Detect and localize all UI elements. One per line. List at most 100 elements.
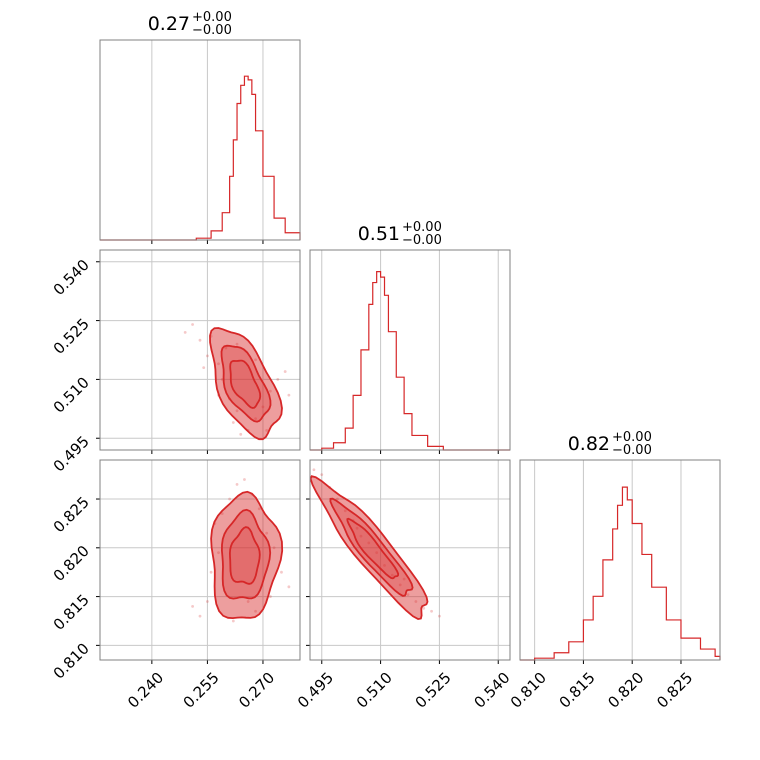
scatter-point (246, 600, 250, 603)
contour-level (229, 359, 262, 409)
scatter-point (272, 546, 276, 550)
panel-title-p1: 0.27 +0.00−0.00 (148, 10, 232, 38)
scatter-point (355, 526, 359, 530)
scatter-point (336, 497, 339, 501)
scatter-point (406, 593, 410, 597)
scatter-point (228, 497, 232, 501)
title-upper: +0.00 (192, 10, 232, 25)
scatter-point (206, 600, 209, 603)
scatter-point (183, 330, 187, 334)
y-tick-label-p2: 0.525 (50, 315, 93, 358)
scatter-point (217, 551, 220, 555)
scatter-point (235, 482, 239, 486)
histogram-p3 (520, 486, 721, 661)
scatter-point (235, 409, 239, 413)
y-tick-label-p2: 0.510 (50, 374, 93, 417)
scatter-point (375, 551, 379, 555)
x-tick-label-p1: 0.255 (180, 669, 223, 712)
scatter-point (287, 393, 291, 397)
scatter-point (209, 570, 213, 574)
y-tick-label-p3: 0.815 (50, 591, 93, 634)
scatter-point (265, 531, 269, 535)
pair-panel-p1-p2 (99, 249, 301, 451)
pair-panel-p1-p3 (99, 459, 301, 661)
scatter-point (191, 323, 194, 326)
diag-panel-p3 (519, 459, 721, 661)
scatter-point (243, 478, 246, 481)
contour-level (210, 490, 284, 620)
scatter-point (202, 366, 206, 370)
x-tick-label-p2: 0.540 (470, 669, 513, 712)
y-tick-label-p3: 0.820 (50, 542, 93, 585)
scatter-point (239, 432, 243, 436)
scatter-point (280, 570, 283, 574)
scatter-point (268, 389, 272, 393)
scatter-point (198, 614, 202, 618)
scatter-point (359, 534, 363, 538)
contour-level (329, 497, 414, 597)
scatter-point (422, 606, 426, 610)
pair-panel-p2-p3 (309, 459, 511, 661)
y-tick-label-p2: 0.540 (50, 256, 93, 299)
x-tick-label-p3: 0.815 (556, 669, 599, 712)
scatter-point (224, 346, 228, 350)
diag-panel-p2 (309, 249, 511, 451)
title-value: 0.82 (568, 433, 610, 455)
y-tick-label-p3: 0.825 (50, 493, 93, 536)
scatter-point (367, 541, 371, 545)
x-tick-label-p2: 0.495 (294, 669, 337, 712)
title-upper: +0.00 (402, 220, 442, 235)
scatter-point (383, 563, 386, 567)
x-tick-label-p3: 0.810 (507, 669, 550, 712)
contour-level (228, 526, 261, 585)
x-tick-label-p2: 0.525 (412, 669, 455, 712)
density-panel-p1-p2 (183, 323, 291, 441)
contour-level (346, 517, 400, 580)
scatter-point (254, 358, 257, 362)
x-tick-label-p2: 0.510 (353, 669, 396, 712)
contour-level (220, 508, 272, 600)
scatter-point (257, 507, 261, 511)
scatter-point (206, 354, 209, 358)
scatter-point (283, 370, 287, 373)
title-lower: −0.00 (402, 233, 442, 248)
density-panel-p1-p3 (191, 478, 291, 623)
contour-level (209, 327, 283, 441)
scatter-point (398, 583, 402, 587)
scatter-point (402, 577, 406, 581)
scatter-point (438, 614, 441, 618)
scatter-point (320, 473, 324, 477)
scatter-point (276, 378, 280, 381)
scatter-point (414, 600, 418, 603)
panel-title-p2: 0.51 +0.00−0.00 (358, 220, 442, 248)
x-tick-label-p1: 0.240 (124, 669, 167, 712)
scatter-point (265, 428, 269, 432)
panel-title-p3: 0.82 +0.00−0.00 (568, 430, 652, 458)
title-lower: −0.00 (612, 443, 652, 458)
title-value: 0.51 (358, 223, 400, 245)
scatter-point (343, 509, 347, 513)
y-tick-label-p3: 0.810 (50, 639, 93, 682)
scatter-point (235, 342, 239, 346)
contour-level (310, 475, 429, 621)
scatter-point (261, 405, 265, 409)
histogram-p1 (100, 75, 301, 241)
scatter-point (430, 609, 433, 613)
scatter-point (191, 604, 194, 608)
diag-panel-p1 (99, 39, 301, 241)
histogram-p2 (310, 271, 510, 451)
scatter-point (217, 362, 220, 366)
title-upper: +0.00 (612, 430, 652, 445)
title-value: 0.27 (148, 13, 190, 35)
scatter-point (254, 417, 257, 421)
y-tick-label-p2: 0.495 (50, 432, 93, 475)
scatter-point (254, 609, 257, 613)
x-tick-label-p3: 0.825 (653, 669, 696, 712)
x-tick-label-p1: 0.270 (235, 669, 278, 712)
scatter-point (390, 573, 394, 577)
scatter-point (231, 421, 235, 424)
scatter-point (268, 595, 272, 598)
scatter-point (287, 585, 291, 589)
density-panel-p2-p3 (310, 468, 441, 621)
